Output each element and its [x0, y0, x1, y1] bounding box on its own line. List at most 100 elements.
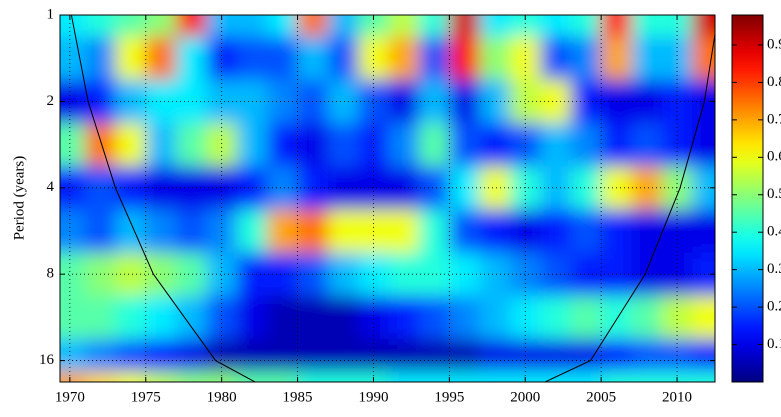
heat-cell	[692, 79, 715, 124]
heat-cell	[176, 79, 207, 124]
heat-cell	[176, 338, 207, 372]
heat-cell	[115, 123, 147, 167]
heat-cell	[418, 123, 450, 167]
heat-cell	[510, 295, 541, 340]
heat-cell	[388, 15, 420, 37]
heat-cell	[206, 15, 238, 37]
heat-cell	[510, 123, 541, 167]
heat-cell	[358, 166, 390, 210]
heat-cell	[145, 338, 177, 372]
heat-cell	[297, 36, 329, 81]
heatmap-cells	[60, 15, 715, 382]
heat-cell	[418, 252, 450, 297]
y-axis-label: Period (years)	[11, 156, 27, 241]
heat-cell	[570, 209, 602, 254]
heat-cell	[479, 123, 511, 167]
heat-cell	[570, 371, 602, 382]
heat-cell	[60, 36, 86, 81]
heat-cell	[267, 123, 299, 167]
heat-cell	[267, 371, 299, 382]
heat-cell	[236, 371, 268, 382]
x-tick-label: 1985	[283, 389, 313, 405]
heat-cell	[631, 15, 663, 37]
heat-cell	[570, 166, 602, 210]
heat-cell	[145, 79, 177, 124]
heat-cell	[267, 252, 299, 297]
y-tick-label: 16	[39, 352, 55, 368]
heat-cell	[601, 209, 633, 254]
colorbar-tick-label: 0.2	[767, 299, 781, 315]
heat-cell	[85, 371, 116, 382]
heat-cell	[115, 371, 147, 382]
heat-cell	[388, 209, 420, 254]
heat-cell	[418, 209, 450, 254]
heat-cell	[449, 123, 481, 167]
heat-cell	[145, 371, 177, 382]
heat-cell	[176, 295, 207, 340]
heat-cell	[85, 123, 116, 167]
heat-cell	[115, 338, 147, 372]
heat-cell	[418, 36, 450, 81]
heat-cell	[631, 295, 663, 340]
heat-cell	[60, 295, 86, 340]
heat-cell	[570, 36, 602, 81]
heat-cell	[267, 338, 299, 372]
heat-cell	[479, 36, 511, 81]
heat-cell	[358, 295, 390, 340]
heat-cell	[60, 209, 86, 254]
y-tick-label: 1	[47, 6, 55, 22]
heat-cell	[206, 123, 238, 167]
heat-cell	[631, 123, 663, 167]
heat-cell	[145, 123, 177, 167]
heat-cell	[631, 371, 663, 382]
heat-cell	[540, 15, 572, 37]
x-tick-label: 1980	[207, 389, 237, 405]
heat-cell	[631, 338, 663, 372]
x-tick-label: 1990	[358, 389, 388, 405]
x-tick-label: 2005	[586, 389, 616, 405]
heat-cell	[145, 15, 177, 37]
heat-cell	[85, 15, 116, 37]
heat-cell	[570, 123, 602, 167]
colorbar	[731, 14, 764, 383]
overlay: 1970 1975 1980 1985 1990 1995 2000 2005 2010 1 2 4 8…	[39, 6, 781, 405]
heat-cell	[601, 36, 633, 81]
heat-cell	[570, 295, 602, 340]
heat-cell	[540, 371, 572, 382]
heat-cell	[692, 166, 715, 210]
heat-cell	[145, 252, 177, 297]
heat-cell	[327, 166, 359, 210]
heat-cell	[661, 166, 693, 210]
heat-cell	[449, 338, 481, 372]
heat-cell	[236, 36, 268, 81]
heat-cell	[358, 371, 390, 382]
heat-cell	[115, 15, 147, 37]
heat-cell	[85, 295, 116, 340]
heat-cell	[449, 371, 481, 382]
heat-cell	[479, 338, 511, 372]
heat-cell	[540, 209, 572, 254]
heat-cell	[327, 295, 359, 340]
x-tick-label: 1975	[131, 389, 161, 405]
heat-cell	[267, 295, 299, 340]
heat-cell	[388, 371, 420, 382]
heat-cell	[327, 252, 359, 297]
heat-cell	[418, 295, 450, 340]
heat-cell	[540, 123, 572, 167]
heat-cell	[85, 209, 116, 254]
heat-cell	[388, 36, 420, 81]
heat-cell	[388, 338, 420, 372]
heat-cell	[297, 209, 329, 254]
heat-cell	[601, 15, 633, 37]
heat-cell	[540, 295, 572, 340]
heat-cell	[327, 15, 359, 37]
heat-cell	[206, 295, 238, 340]
heat-cell	[358, 79, 390, 124]
heat-cell	[601, 371, 633, 382]
heat-cell	[510, 371, 541, 382]
colorbar-tick-label: 0.9	[767, 36, 781, 52]
heat-cell	[115, 36, 147, 81]
heat-cell	[449, 36, 481, 81]
heat-cell	[418, 371, 450, 382]
y-tick-label: 4	[47, 179, 55, 195]
